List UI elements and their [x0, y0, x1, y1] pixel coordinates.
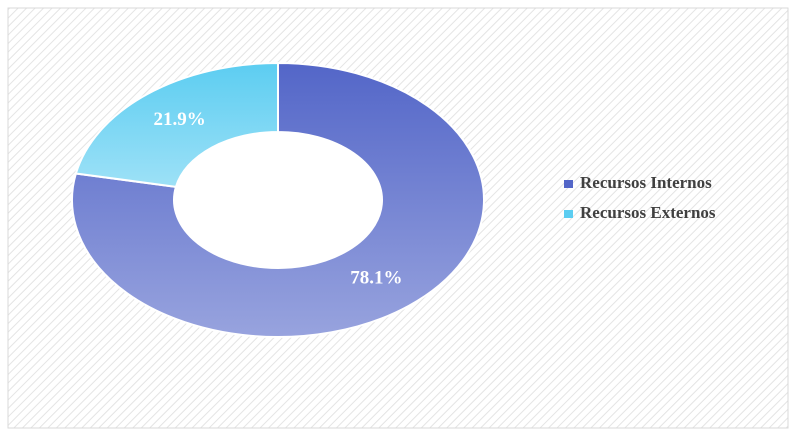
donut-segment [71, 61, 485, 338]
data-label: 21.9% [153, 109, 205, 130]
data-label: 78.1% [350, 268, 402, 289]
donut-segment [74, 61, 279, 188]
legend-label: Recursos Externos [580, 203, 716, 222]
legend-swatch [564, 180, 573, 188]
legend-label: Recursos Internos [580, 173, 712, 192]
legend: Recursos Internos Recursos Externos [564, 173, 716, 222]
legend-swatch [564, 210, 573, 218]
